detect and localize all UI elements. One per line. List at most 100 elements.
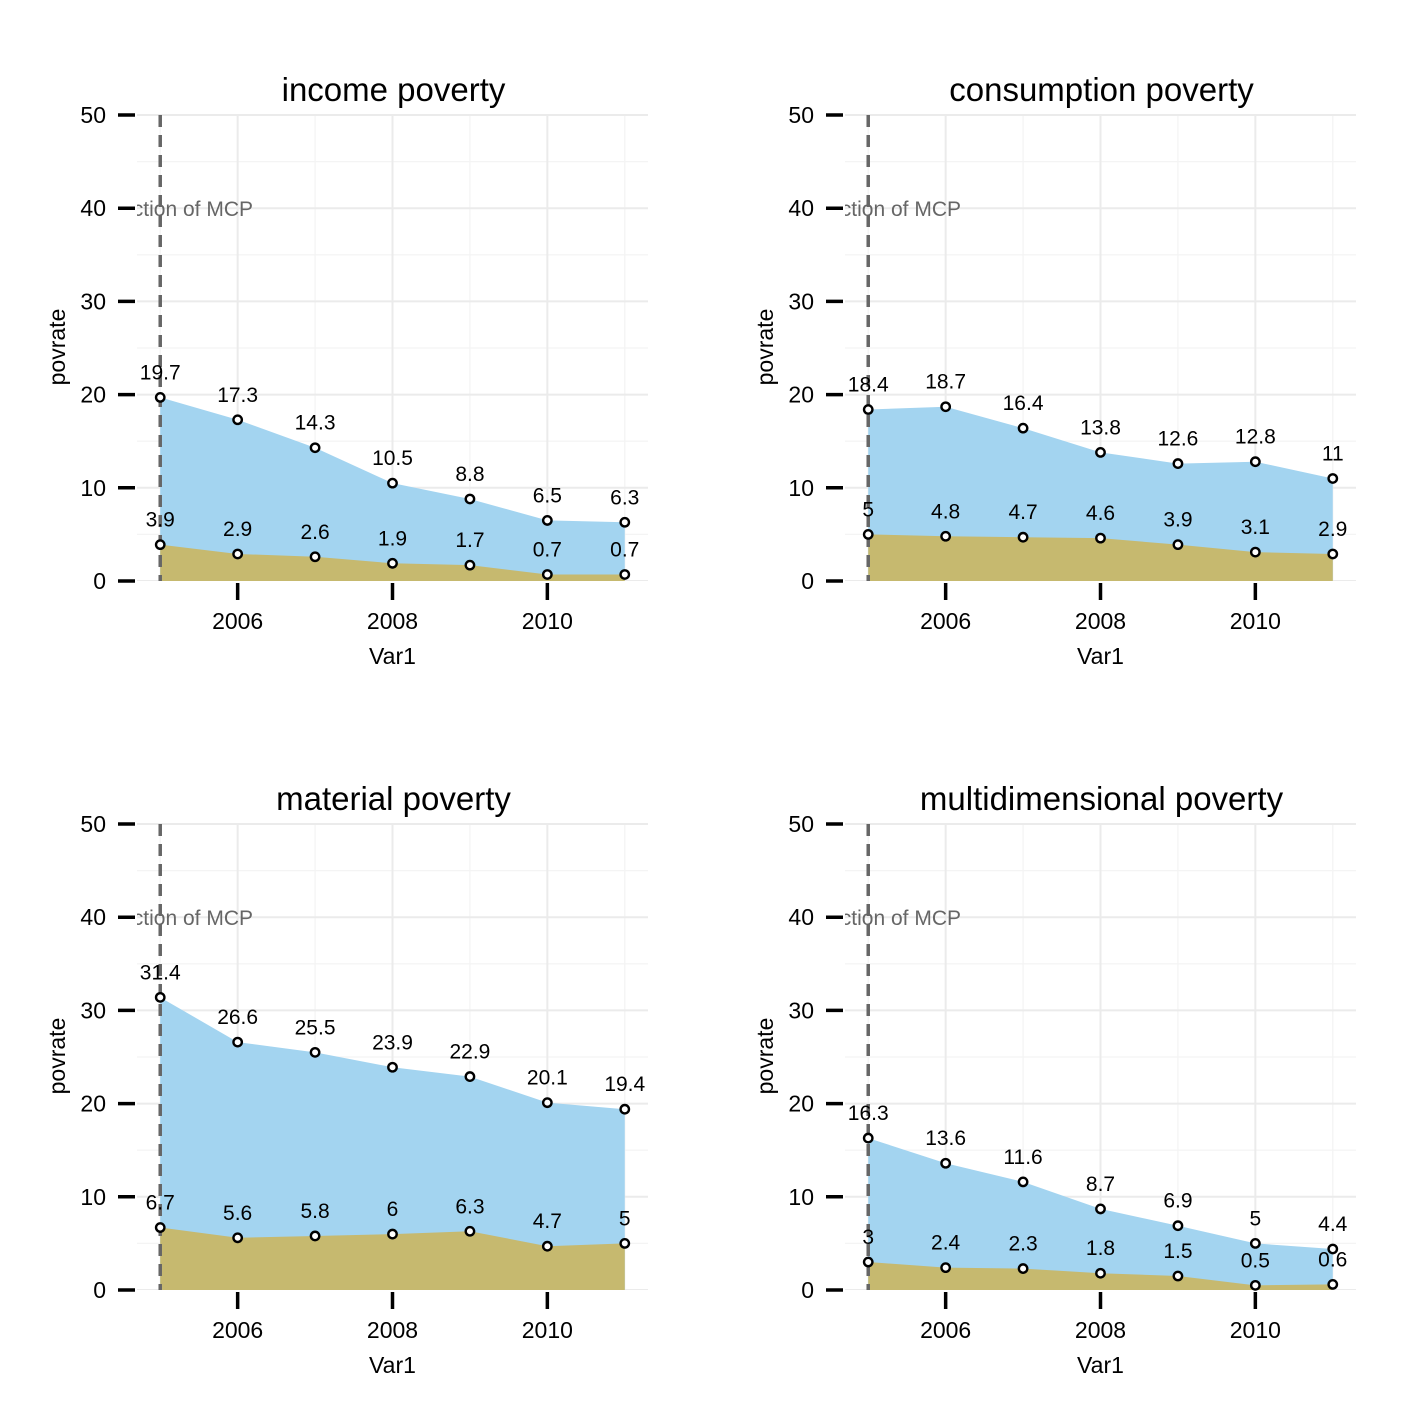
lower-point <box>862 529 874 540</box>
upper-data-label: 12.6 <box>1157 428 1198 451</box>
lower-point <box>309 1230 321 1242</box>
y-axis-title: povrate <box>44 1018 70 1095</box>
y-tick-label: 10 <box>80 475 106 501</box>
lower-point <box>940 1262 952 1274</box>
lower-data-label: 1.9 <box>378 527 407 550</box>
chart-title: multidimensional poverty <box>920 780 1284 817</box>
upper-point <box>1095 1203 1106 1215</box>
upper-point <box>541 1097 553 1109</box>
upper-data-label: 19.4 <box>604 1073 645 1096</box>
y-axis-title: povrate <box>752 1018 778 1095</box>
plot-area: Introduction of MCP <box>137 114 648 581</box>
upper-point <box>154 391 166 403</box>
x-axis-title: Var1 <box>369 1352 416 1378</box>
y-tick-label: 0 <box>93 568 106 594</box>
y-tick-label: 40 <box>80 195 106 221</box>
x-tick-label: 2006 <box>920 1317 971 1343</box>
annotation-text: Introduction of MCP <box>775 907 961 930</box>
upper-point <box>862 404 874 415</box>
x-tick-label: 2008 <box>1075 608 1126 634</box>
y-tick-label: 20 <box>80 1091 106 1117</box>
x-axis-title: Var1 <box>1077 643 1124 669</box>
chart-panel-3: Introduction of MCP 31.4 26.6 25.5 23.9 22.9 2… <box>44 780 648 1378</box>
lower-point <box>309 551 321 563</box>
lower-data-label: 2.6 <box>300 521 329 544</box>
upper-data-label: 13.8 <box>1080 416 1121 439</box>
lower-data-label: 6 <box>387 1198 399 1221</box>
lower-data-label: 5.6 <box>223 1202 252 1225</box>
upper-data-label: 10.5 <box>372 447 413 470</box>
y-tick-label: 30 <box>788 288 814 314</box>
upper-point <box>309 1046 321 1058</box>
upper-point <box>232 1036 244 1048</box>
y-tick-label: 50 <box>80 811 106 837</box>
x-tick-label: 2010 <box>522 1317 573 1343</box>
upper-point <box>464 1071 476 1082</box>
lower-point <box>387 1228 398 1240</box>
upper-point <box>387 1061 398 1073</box>
lower-data-label: 6.7 <box>146 1192 175 1215</box>
x-tick-label: 2010 <box>1230 608 1281 634</box>
upper-data-label: 6.9 <box>1163 1190 1192 1213</box>
upper-data-label: 8.7 <box>1086 1173 1115 1196</box>
y-tick-label: 30 <box>788 997 814 1023</box>
lower-data-label: 4.7 <box>533 1210 562 1233</box>
y-tick-label: 10 <box>80 1184 106 1210</box>
upper-data-label: 23.9 <box>372 1031 413 1054</box>
lower-point <box>232 1232 244 1244</box>
chart-panel-2: Introduction of MCP 18.4 18.7 16.4 13.8 12.6 1… <box>752 71 1356 669</box>
upper-data-label: 31.4 <box>140 961 181 984</box>
lower-point <box>1095 1267 1106 1279</box>
x-tick-label: 2008 <box>367 608 418 634</box>
chart-panel-4: Introduction of MCP 16.3 13.6 11.6 8.7 6.9 5 4.… <box>752 780 1356 1378</box>
plot-area: Introduction of MCP <box>775 823 1356 1290</box>
upper-point <box>1017 422 1029 434</box>
upper-series-area <box>160 397 625 581</box>
annotation-text: Introduction of MCP <box>67 907 253 930</box>
y-tick-label: 30 <box>80 288 106 314</box>
y-tick-label: 50 <box>788 102 814 128</box>
upper-data-label: 13.6 <box>925 1127 966 1150</box>
upper-data-label: 25.5 <box>295 1016 336 1039</box>
upper-point <box>541 515 553 526</box>
upper-data-label: 4.4 <box>1318 1213 1348 1236</box>
lower-point <box>1327 548 1339 560</box>
lower-point <box>232 548 244 560</box>
upper-data-label: 16.4 <box>1003 392 1044 415</box>
upper-data-label: 6.5 <box>533 484 562 507</box>
lower-data-label: 3 <box>862 1226 874 1249</box>
y-axis-title: povrate <box>752 309 778 386</box>
lower-data-label: 2.9 <box>1318 518 1347 541</box>
lower-series-area <box>868 534 1333 581</box>
upper-data-label: 22.9 <box>449 1041 490 1064</box>
upper-point <box>387 477 398 489</box>
lower-point <box>1017 1263 1029 1274</box>
x-tick-label: 2010 <box>522 608 573 634</box>
lower-point <box>1172 1270 1184 1282</box>
upper-point <box>940 1157 952 1169</box>
plot-area: Introduction of MCP <box>845 114 1356 581</box>
y-tick-label: 40 <box>80 904 106 930</box>
y-tick-label: 50 <box>788 811 814 837</box>
lower-data-label: 5 <box>862 498 874 521</box>
lower-point <box>862 1256 874 1268</box>
lower-data-label: 3.1 <box>1241 516 1270 539</box>
lower-series-area <box>160 1227 625 1290</box>
lower-data-label: 4.8 <box>931 500 960 523</box>
upper-data-label: 11 <box>1322 442 1344 465</box>
upper-data-label: 19.7 <box>140 361 181 384</box>
upper-data-label: 11.6 <box>1003 1146 1042 1169</box>
chart-title: material poverty <box>276 780 511 817</box>
y-tick-label: 0 <box>801 1277 814 1303</box>
y-tick-label: 0 <box>801 568 814 594</box>
upper-point <box>1249 1238 1261 1249</box>
upper-data-label: 18.4 <box>848 374 889 397</box>
y-tick-label: 20 <box>80 382 106 408</box>
upper-data-label: 6.3 <box>610 486 639 509</box>
lower-point <box>541 569 553 580</box>
lower-data-label: 4.6 <box>1086 502 1115 525</box>
lower-data-label: 2.4 <box>931 1232 961 1255</box>
upper-point <box>619 516 631 528</box>
lower-data-label: 5 <box>619 1207 631 1230</box>
